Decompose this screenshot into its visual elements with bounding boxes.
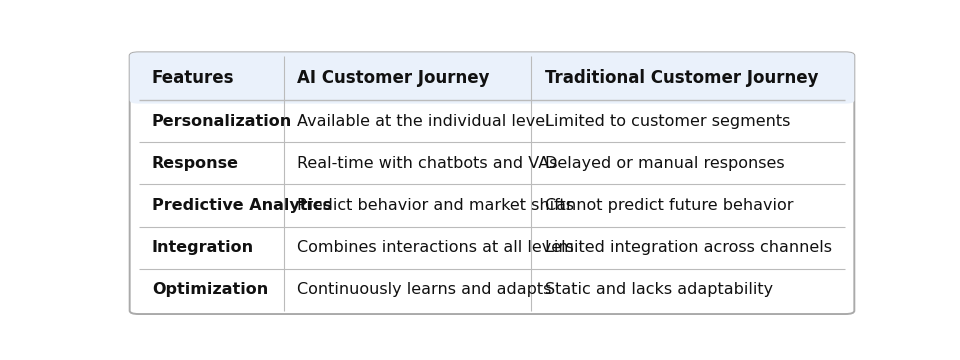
Text: Delayed or manual responses: Delayed or manual responses [544,156,784,171]
Text: Optimization: Optimization [152,282,268,297]
FancyBboxPatch shape [130,52,854,104]
Text: AI Customer Journey: AI Customer Journey [298,69,490,87]
Text: Static and lacks adaptability: Static and lacks adaptability [544,282,773,297]
FancyBboxPatch shape [130,52,854,314]
Text: Real-time with chatbots and VAs: Real-time with chatbots and VAs [298,156,558,171]
Text: Traditional Customer Journey: Traditional Customer Journey [544,69,818,87]
Text: Predictive Analytics: Predictive Analytics [152,198,332,213]
Text: Limited integration across channels: Limited integration across channels [544,240,831,255]
Text: Response: Response [152,156,239,171]
Text: Available at the individual level: Available at the individual level [298,114,550,129]
Bar [138,80,846,100]
Text: Features: Features [152,69,234,87]
Text: Combines interactions at all levels: Combines interactions at all levels [298,240,574,255]
Text: Cannot predict future behavior: Cannot predict future behavior [544,198,793,213]
Text: Continuously learns and adapts: Continuously learns and adapts [298,282,552,297]
Text: Predict behavior and market shifts: Predict behavior and market shifts [298,198,574,213]
Text: Personalization: Personalization [152,114,292,129]
Text: Integration: Integration [152,240,254,255]
Text: Limited to customer segments: Limited to customer segments [544,114,790,129]
